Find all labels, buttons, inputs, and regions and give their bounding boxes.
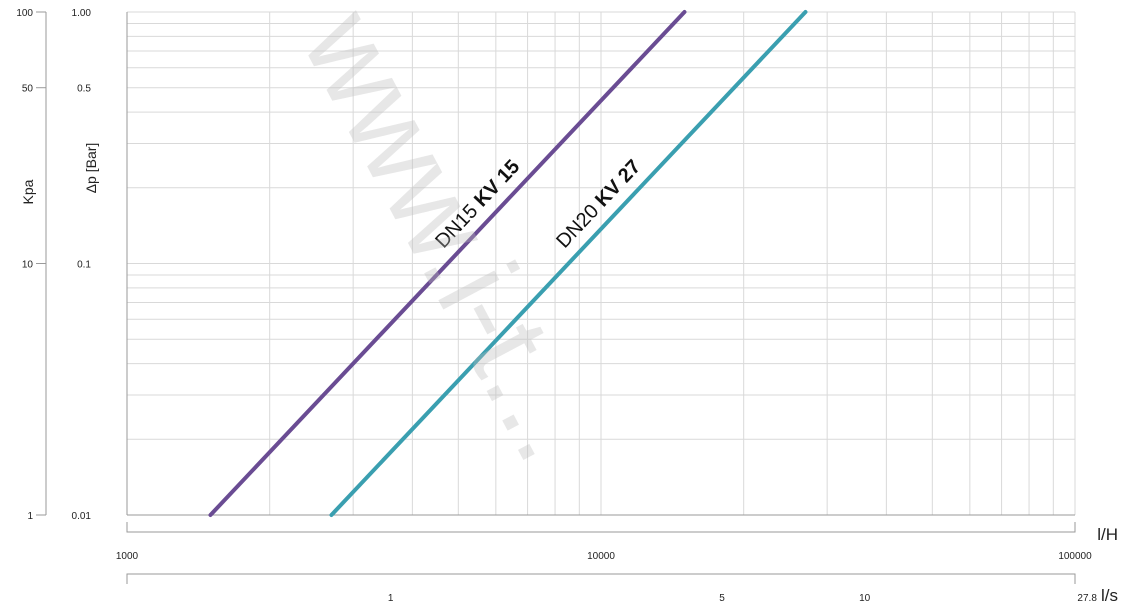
y-axis-title-kpa: Kpa xyxy=(20,179,36,204)
x-axis-title-lph: l/H xyxy=(1097,525,1118,544)
x-tick-label-lps: 1 xyxy=(388,593,394,604)
y-tick-label-bar: 0.01 xyxy=(72,511,92,522)
series-line-1 xyxy=(208,10,687,517)
series-line-2 xyxy=(329,10,808,517)
series-label-2: DN20 KV 27 xyxy=(552,156,645,253)
axes: 100 50 10 1 1.00 0.5 0.1 0.01 Kpa Δp [Bar] 1000 100… xyxy=(16,8,1118,605)
y-axis-title-bar: Δp [Bar] xyxy=(83,143,99,194)
series-label-kv: KV 27 xyxy=(591,156,645,212)
y-tick-label-kpa: 1 xyxy=(27,511,33,522)
grid xyxy=(126,11,1076,516)
series-layer xyxy=(208,10,808,517)
x-tick-label-lps: 27.8 xyxy=(1077,593,1097,604)
x-axis-lps xyxy=(126,573,1076,584)
y-tick-label-bar: 1.00 xyxy=(72,8,92,19)
x-tick-label-lph: 100000 xyxy=(1058,551,1092,562)
x-tick-label-lph: 10000 xyxy=(587,551,615,562)
y-tick-label-kpa: 100 xyxy=(16,8,33,19)
y-tick-label-kpa: 10 xyxy=(22,260,34,271)
x-tick-label-lps: 5 xyxy=(719,593,725,604)
x-tick-label-lph: 1000 xyxy=(116,551,139,562)
y-tick-label-bar: 0.1 xyxy=(77,260,91,271)
x-axis-title-lps: l/s xyxy=(1101,586,1118,605)
x-tick-label-lps: 10 xyxy=(859,593,871,604)
x-axis-lph xyxy=(126,522,1076,533)
y-tick-label-bar: 0.5 xyxy=(77,84,91,95)
y-tick-label-kpa: 50 xyxy=(22,84,34,95)
